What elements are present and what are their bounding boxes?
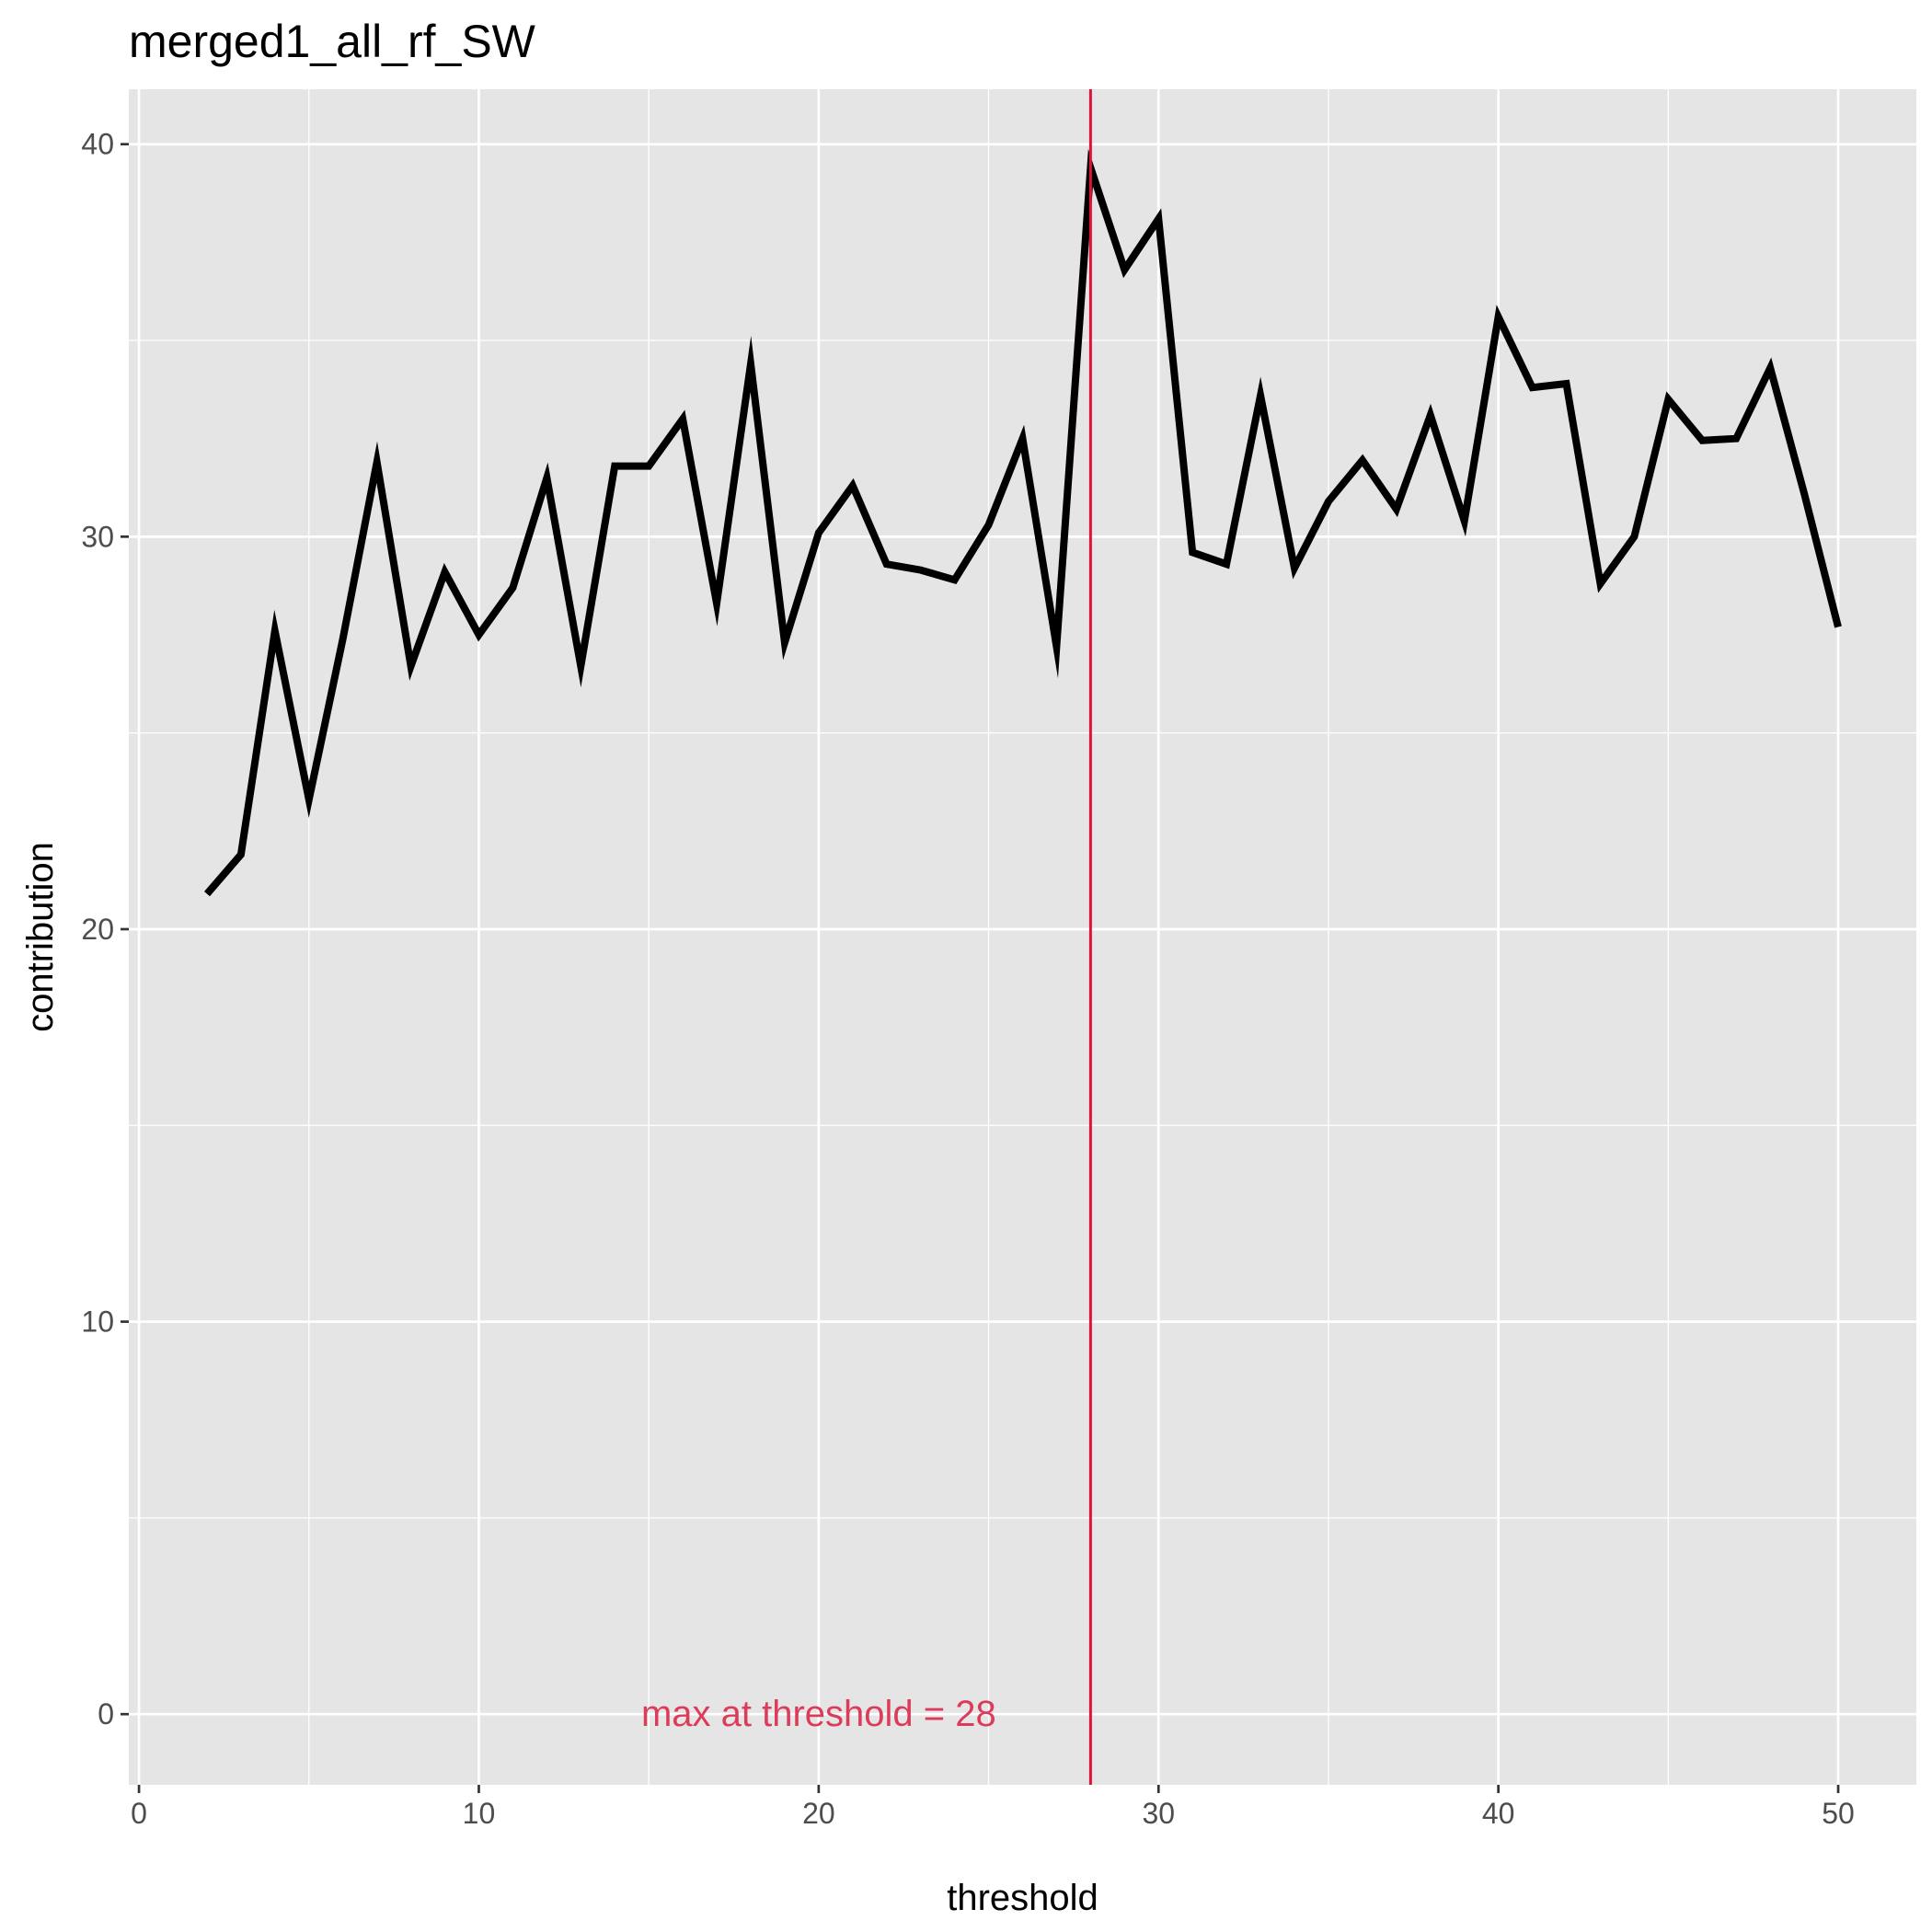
- x-tick-label: 50: [1822, 1797, 1855, 1830]
- x-tick-label: 10: [463, 1797, 496, 1830]
- chart-title: merged1_all_rf_SW: [129, 16, 536, 67]
- series-line: [203, 148, 1842, 897]
- x-tick-label: 0: [131, 1797, 147, 1830]
- y-tick-label: 10: [81, 1305, 114, 1339]
- series-layer: [203, 148, 1842, 897]
- major-gridlines: [129, 89, 1916, 1785]
- minor-gridlines: [129, 89, 1916, 1785]
- y-axis-title: contribution: [20, 842, 61, 1032]
- axis-layer: 0 10 20 30 40 50 0 10 20 30 40: [81, 128, 1854, 1830]
- x-tick-label: 40: [1482, 1797, 1515, 1830]
- y-tick-label: 0: [98, 1697, 114, 1731]
- y-tick-label: 20: [81, 913, 114, 946]
- x-axis-title: threshold: [947, 1878, 1098, 1918]
- y-tick-label: 40: [81, 128, 114, 161]
- max-annotation: max at threshold = 28: [641, 1694, 996, 1734]
- x-tick-label: 30: [1142, 1797, 1175, 1830]
- y-tick-label: 30: [81, 520, 114, 553]
- plot-panel: [129, 89, 1916, 1785]
- x-tick-label: 20: [802, 1797, 835, 1830]
